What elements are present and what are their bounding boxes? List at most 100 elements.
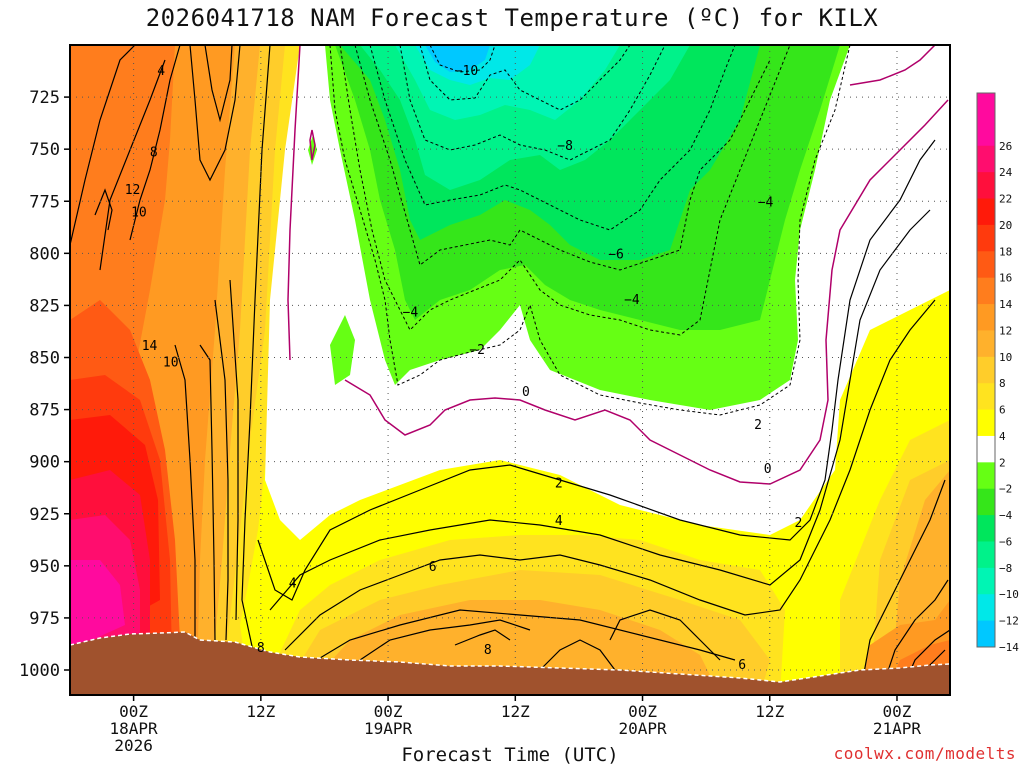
colorbar-label: −12 [999, 615, 1019, 628]
contour-label: −10 [455, 64, 478, 79]
x-tick-label: 21APR [873, 719, 922, 738]
negative-isotherms [329, 45, 851, 416]
colorbar-swatch [977, 620, 995, 648]
x-tick-label: 00Z [883, 702, 912, 721]
contour-label: 4 [555, 514, 563, 529]
x-tick-label: 19APR [364, 719, 413, 738]
colorbar-swatch [977, 515, 995, 542]
contour-label: 6 [738, 658, 746, 673]
x-tick-label: 00Z [628, 702, 657, 721]
x-tick-label: 12Z [755, 702, 784, 721]
x-axis-label: Forecast Time (UTC) [401, 744, 619, 766]
y-tick-label: 875 [29, 401, 60, 421]
contour-label: 2 [754, 418, 762, 433]
contour-labels: 4 8 12 10 14 10 8 4 −10 −8 −4 −6 −4 −4 −2 0 2 2 0 4 2 6 8 6 [125, 64, 803, 673]
contour-label: 10 [131, 206, 147, 221]
plot-area: 4 8 12 10 14 10 8 4 −10 −8 −4 −6 −4 −4 −2 0 2 2 0 4 2 6 8 6 [70, 45, 950, 695]
x-tick-label: 18APR [110, 719, 159, 738]
colorbar-label: 6 [999, 404, 1006, 417]
colorbar-swatch [977, 488, 995, 516]
chart-title: 2026041718 NAM Forecast Temperature (ºC)… [145, 4, 879, 32]
colorbar-swatch [977, 172, 995, 200]
colorbar-label: 24 [999, 166, 1013, 179]
colorbar-swatch [977, 251, 995, 279]
contour-label: 2 [555, 477, 563, 492]
colorbar-label: −4 [999, 509, 1013, 522]
grid [70, 45, 950, 695]
y-tick-label: 775 [29, 192, 60, 212]
contour-label: 4 [289, 577, 297, 592]
colorbar-label: 18 [999, 245, 1012, 258]
colorbar-label: −2 [999, 483, 1012, 496]
colorbar-swatch [977, 541, 995, 569]
y-tick-label: 850 [29, 349, 60, 369]
solid-isotherms [70, 45, 950, 695]
colorbar-label: 26 [999, 140, 1012, 153]
x-tick-label: 12Z [501, 702, 530, 721]
plot-frame [69, 44, 951, 696]
x-tick-label: 2026 [114, 736, 153, 755]
contour-label: −4 [624, 293, 640, 308]
colorbar-swatch [977, 93, 995, 120]
colorbar-swatch [977, 119, 995, 147]
y-tick-label: 800 [29, 244, 60, 264]
colorbar-swatch [977, 383, 995, 411]
y-tick-label: 975 [29, 609, 60, 629]
colorbar-label: 22 [999, 193, 1012, 206]
colorbar-swatch [977, 462, 995, 490]
y-axis: 725 750 775 800 825 850 875 900 925 950 975 1000 [19, 88, 70, 681]
colorbar-swatch [977, 224, 995, 252]
y-tick-label: 750 [29, 140, 60, 160]
credit-link[interactable]: coolwx.com/modelts [833, 744, 1016, 763]
colorbar-label: 20 [999, 219, 1012, 232]
colorbar-swatch [977, 356, 995, 384]
ground-line [70, 631, 950, 683]
contour-label: 8 [150, 145, 158, 160]
band-26-28 [70, 560, 125, 650]
colorbar-swatch [977, 304, 995, 331]
ground-terrain [70, 632, 950, 695]
freezing-isotherm [287, 45, 949, 485]
contour-label: 2 [794, 516, 802, 531]
contour-label: −4 [758, 195, 774, 210]
y-tick-label: 925 [29, 505, 60, 525]
band-minus2-0-island [330, 315, 355, 385]
contour-label: −2 [469, 343, 485, 358]
contour-label: 8 [257, 641, 265, 656]
x-tick-label: 20APR [618, 719, 667, 738]
contour-label: −8 [557, 139, 573, 154]
colorbar-swatch [977, 198, 995, 226]
contour-label: 0 [522, 385, 530, 400]
contour-label: 8 [484, 643, 492, 658]
colorbar-frame [976, 92, 996, 648]
colorbar-swatch [977, 594, 995, 622]
y-tick-label: 1000 [19, 661, 60, 681]
contour-label: 10 [163, 356, 179, 371]
colorbar-label: 12 [999, 324, 1012, 337]
colorbar-label: 8 [999, 377, 1006, 390]
colorbar-label: 4 [999, 430, 1006, 443]
y-tick-label: 950 [29, 557, 60, 577]
colorbar-swatch [977, 145, 995, 173]
y-tick-label: 825 [29, 296, 60, 316]
x-tick-label: 12Z [246, 702, 275, 721]
y-tick-label: 725 [29, 88, 60, 108]
colorbar-label: −6 [999, 535, 1012, 548]
x-tick-label: 00Z [374, 702, 403, 721]
y-tick-label: 900 [29, 453, 60, 473]
contour-label: 14 [142, 339, 158, 354]
colorbar-swatch [977, 277, 995, 305]
contour-label: 0 [764, 462, 772, 477]
colorbar-label: 10 [999, 351, 1012, 364]
colorbar-label: 14 [999, 298, 1013, 311]
colorbar-swatch [977, 567, 995, 595]
colorbar-swatch [977, 435, 995, 463]
colorbar-label: −10 [999, 588, 1019, 601]
contour-label: 6 [429, 560, 437, 575]
contour-label: −6 [608, 247, 624, 262]
contour-label: −4 [403, 306, 419, 321]
colorbar-label: −8 [999, 562, 1012, 575]
colorbar-label: 2 [999, 456, 1006, 469]
